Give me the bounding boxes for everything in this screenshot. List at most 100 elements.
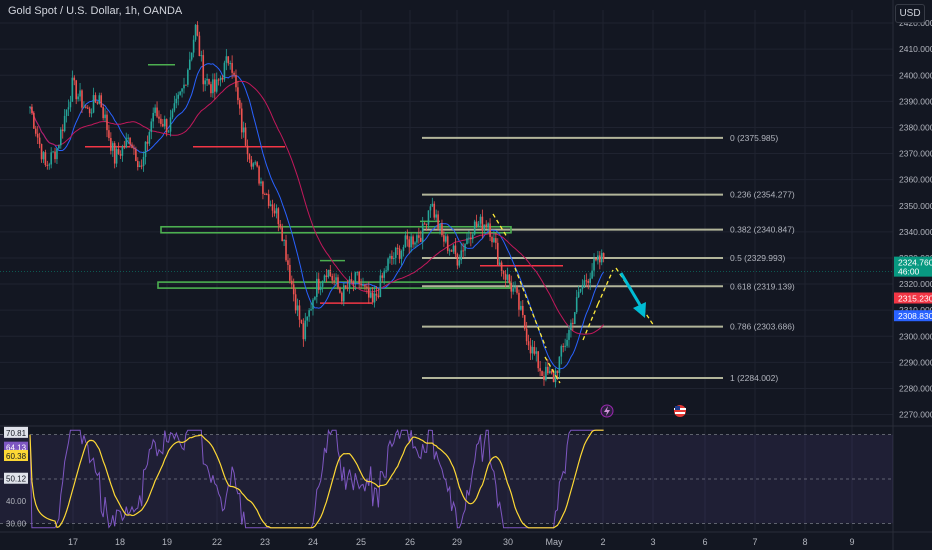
x-tick-label: 25 <box>356 537 366 547</box>
candle-body <box>300 319 303 324</box>
candle-body <box>329 269 332 277</box>
fib-level-label: 1 (2284.002) <box>730 373 778 383</box>
candle-body <box>597 255 599 261</box>
candle-body <box>110 138 112 151</box>
y-tick-label: 2290.000 <box>899 357 932 367</box>
candle-body <box>573 312 576 324</box>
candle-body <box>385 270 387 272</box>
candle-body <box>473 221 476 235</box>
candle-body <box>419 237 422 242</box>
candle-body <box>448 250 451 252</box>
candle-body <box>281 227 283 241</box>
candle-body <box>36 133 39 138</box>
candle-body <box>46 164 49 166</box>
fib-level-label: 0.236 (2354.277) <box>730 190 795 200</box>
candle-body <box>267 194 270 206</box>
candle-body <box>248 154 251 160</box>
price-label-countdown: 46:00 <box>898 267 920 277</box>
y-tick-label: 2310.000 <box>899 305 932 315</box>
candle-body <box>163 119 166 127</box>
candle-body <box>512 288 514 292</box>
candle-body <box>202 55 205 85</box>
rsi-value-label: 50.12 <box>6 475 27 484</box>
candle-body <box>275 208 278 214</box>
candle-body <box>239 100 241 109</box>
candle-body <box>237 87 239 101</box>
candle-body <box>212 79 214 94</box>
candle-body <box>294 294 297 311</box>
rsi-value-badge <box>4 441 28 453</box>
projection-arrow-line <box>619 272 642 306</box>
candle-body <box>504 273 507 280</box>
us-flag-icon-canton <box>675 406 680 410</box>
candle-body <box>273 210 276 214</box>
candle-body <box>366 286 368 288</box>
candle-body <box>408 239 411 248</box>
candle-body <box>69 101 72 108</box>
x-tick-label: 17 <box>68 537 78 547</box>
fib-level-label: 0 (2375.985) <box>730 133 778 143</box>
candle-body <box>475 221 478 227</box>
candle-body <box>508 274 511 283</box>
candle-body <box>406 235 409 240</box>
candle-body <box>583 280 586 286</box>
candle-body <box>115 149 118 164</box>
currency-button[interactable]: USD <box>895 4 925 23</box>
candle-body <box>29 106 31 108</box>
candle-body <box>479 216 482 224</box>
candle-body <box>579 288 582 292</box>
candle-body <box>379 275 382 298</box>
candle-body <box>235 74 237 88</box>
candle-body <box>452 245 455 252</box>
candle-body <box>466 238 468 245</box>
candle-body <box>462 250 464 252</box>
candle-body <box>346 287 349 289</box>
candle-body <box>358 271 360 284</box>
candle-body <box>38 137 41 144</box>
candle-body <box>577 291 580 298</box>
candle-body <box>52 151 54 153</box>
candle-body <box>258 166 260 184</box>
price-label-text: 2315.230 <box>898 294 932 304</box>
candle-body <box>533 346 536 354</box>
candle-body <box>269 204 272 206</box>
candle-body <box>229 63 231 65</box>
pattern-dashed-line <box>514 267 547 349</box>
candle-body <box>104 114 106 119</box>
candle-body <box>175 98 178 104</box>
rsi-value-label: 64.13 <box>6 444 27 453</box>
candle-body <box>44 152 47 165</box>
price-label-text: 2324.760 <box>898 258 932 268</box>
price-label-text: 2308.830 <box>898 311 932 321</box>
candle-body <box>327 269 330 277</box>
candle-body <box>177 94 180 99</box>
candle-body <box>389 255 391 259</box>
rsi-value-label: 70.81 <box>6 429 27 438</box>
candle-body <box>431 203 434 207</box>
candle-body <box>525 328 528 342</box>
candle-body <box>63 115 66 132</box>
candle-body <box>204 80 206 85</box>
candle-body <box>231 63 233 73</box>
candle-body <box>283 240 285 242</box>
candle-body <box>348 279 351 289</box>
candle-body <box>154 107 156 113</box>
candle-body <box>179 91 181 95</box>
candle-body <box>65 109 68 116</box>
candle-body <box>585 280 588 282</box>
candle-body <box>50 152 52 165</box>
candle-body <box>443 235 445 242</box>
candle-body <box>471 234 474 240</box>
candle-body <box>545 366 547 380</box>
y-tick-label: 2420.000 <box>899 18 932 28</box>
candle-body <box>520 305 522 310</box>
y-tick-label: 2270.000 <box>899 410 932 420</box>
candle-body <box>77 96 79 100</box>
candle-body <box>458 260 461 266</box>
candle-body <box>142 156 145 166</box>
candle-body <box>487 223 489 228</box>
candle-body <box>227 56 230 64</box>
candle-body <box>279 224 282 228</box>
candle-body <box>113 143 116 164</box>
